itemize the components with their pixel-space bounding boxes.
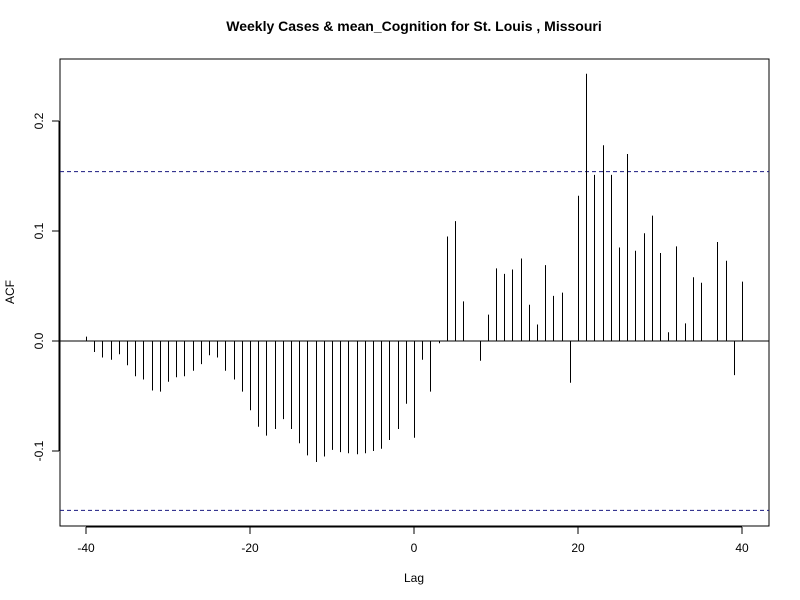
- x-tick-label: 40: [735, 541, 749, 555]
- x-tick-label: -20: [241, 541, 259, 555]
- y-tick-label: 0.0: [32, 332, 46, 349]
- x-axis: -40 -20 0 20 40: [77, 526, 749, 555]
- acf-bars: [60, 73, 769, 462]
- y-axis-label: ACF: [3, 280, 17, 304]
- y-tick-label: 0.1: [32, 222, 46, 239]
- x-tick-label: 20: [571, 541, 585, 555]
- x-axis-label: Lag: [404, 571, 424, 585]
- y-tick-label: -0.1: [32, 440, 46, 461]
- x-tick-label: -40: [77, 541, 95, 555]
- y-axis: -0.1 0.0 0.1 0.2: [32, 112, 60, 461]
- x-tick-label: 0: [411, 541, 418, 555]
- chart-title: Weekly Cases & mean_Cognition for St. Lo…: [226, 18, 601, 34]
- confidence-bounds: [60, 171, 769, 511]
- y-tick-label: 0.2: [32, 112, 46, 129]
- plot-frame: [59, 58, 770, 527]
